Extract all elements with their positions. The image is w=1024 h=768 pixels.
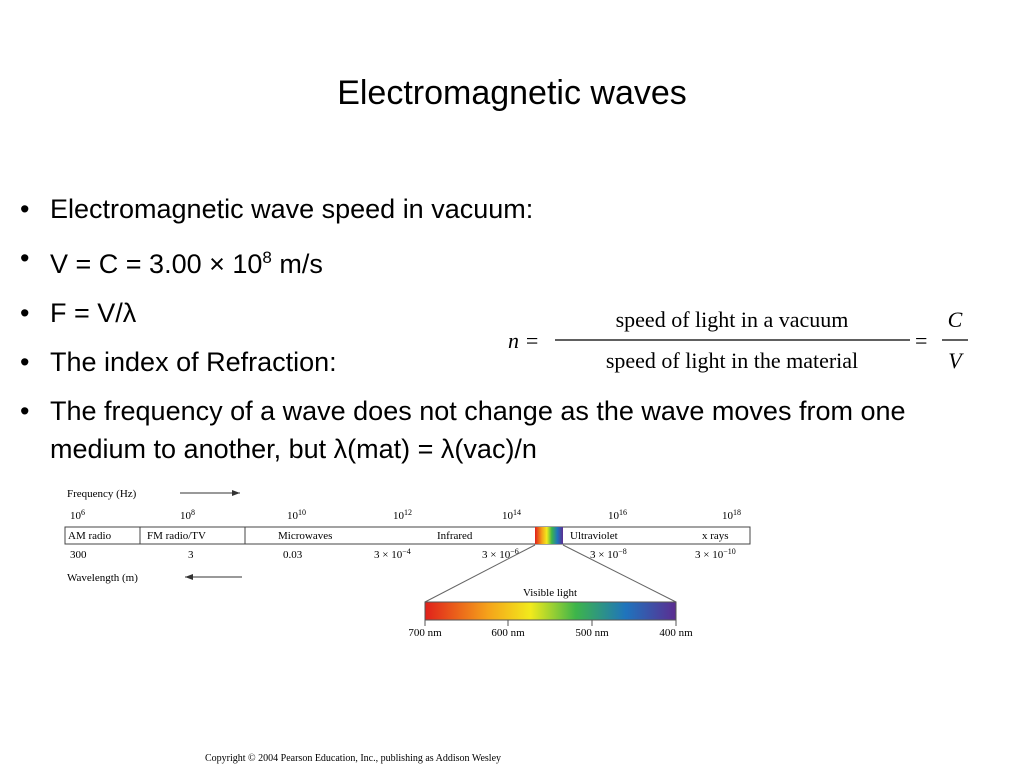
visible-tick-label: 400 nm [659, 627, 693, 639]
refraction-formula: n = speed of light in a vacuum speed of … [508, 307, 968, 373]
spectrum-bar [64, 526, 751, 545]
wavelength-tick: 0.03 [283, 549, 303, 561]
wavelength-tick: 3 [188, 549, 194, 561]
band-label: AM radio [68, 530, 112, 542]
frequency-tick: 1010 [287, 508, 306, 522]
formula-v: V [948, 348, 964, 373]
formula-denominator: speed of light in the material [606, 348, 858, 373]
formula-equals: = [915, 328, 927, 353]
zoom-line [562, 544, 677, 603]
base: 3 × 10 [374, 549, 403, 561]
visible-tick-label: 500 nm [575, 627, 609, 639]
exponent: −10 [723, 547, 736, 556]
wavelength-tick: 3 × 10−4 [374, 547, 411, 561]
base: 3 × 10 [482, 549, 511, 561]
visible-tick-label: 600 nm [491, 627, 525, 639]
bullet: The frequency of a wave does not change … [20, 392, 930, 468]
wavelength-tick: 3 × 10−6 [482, 547, 519, 561]
base: 10 [393, 510, 405, 522]
band-label: Ultraviolet [570, 530, 618, 542]
frequency-tick: 1018 [722, 508, 741, 522]
visible-tick-label: 700 nm [408, 627, 442, 639]
frequency-tick: 106 [70, 508, 85, 522]
band-label: Microwaves [278, 530, 332, 542]
base: 10 [70, 510, 82, 522]
visible-band [535, 527, 563, 544]
superscript: 8 [262, 248, 272, 267]
frequency-tick: 1016 [608, 508, 627, 522]
base: 10 [722, 510, 734, 522]
exponent: −4 [402, 547, 411, 556]
copyright: Copyright © 2004 Pearson Education, Inc.… [205, 753, 501, 764]
frequency-label: Frequency (Hz) [67, 488, 137, 500]
base: 10 [502, 510, 514, 522]
visible-label: Visible light [523, 587, 577, 599]
exponent: −8 [618, 547, 627, 556]
band-label: Infrared [437, 530, 473, 542]
frequency-tick: 108 [180, 508, 195, 522]
wavelength-tick: 3 × 10−10 [695, 547, 736, 561]
spectrum: Frequency (Hz) Wavelength (m) Visible li… [64, 488, 751, 639]
bullet-text: m/s [271, 249, 323, 279]
base: 3 × 10 [695, 549, 724, 561]
wavelength-label: Wavelength (m) [67, 572, 138, 584]
exponent: 10 [298, 508, 306, 517]
wavelength-tick: 3 × 10−8 [590, 547, 627, 561]
bullet: Electromagnetic wave speed in vacuum: [20, 190, 920, 228]
bullet: F = V/λ [20, 294, 920, 332]
formula-c: C [948, 307, 963, 332]
slide-title: Electromagnetic waves [337, 74, 687, 112]
exponent: 6 [81, 508, 85, 517]
bullet-text: V = C = 3.00 × 10 [50, 249, 263, 279]
base: 10 [180, 510, 192, 522]
formula-lhs: n = [508, 328, 539, 353]
exponent: 18 [733, 508, 741, 517]
visible-spectrum [424, 601, 677, 621]
exponent: 14 [513, 508, 521, 517]
base: 10 [287, 510, 299, 522]
bullet: The index of Refraction: [20, 343, 920, 381]
zoom-line [424, 544, 536, 603]
exponent: 12 [404, 508, 412, 517]
frequency-tick: 1014 [502, 508, 521, 522]
base: 10 [608, 510, 620, 522]
wavelength-tick: 300 [70, 549, 87, 561]
band-label: FM radio/TV [147, 530, 206, 542]
exponent: −6 [510, 547, 519, 556]
exponent: 8 [191, 508, 195, 517]
bullet-list: Electromagnetic wave speed in vacuum: V … [20, 190, 920, 479]
band-label: x rays [702, 530, 729, 542]
exponent: 16 [619, 508, 627, 517]
bullet: V = C = 3.00 × 108 m/s [20, 239, 920, 283]
base: 3 × 10 [590, 549, 619, 561]
formula-numerator: speed of light in a vacuum [616, 307, 849, 332]
frequency-tick: 1012 [393, 508, 412, 522]
